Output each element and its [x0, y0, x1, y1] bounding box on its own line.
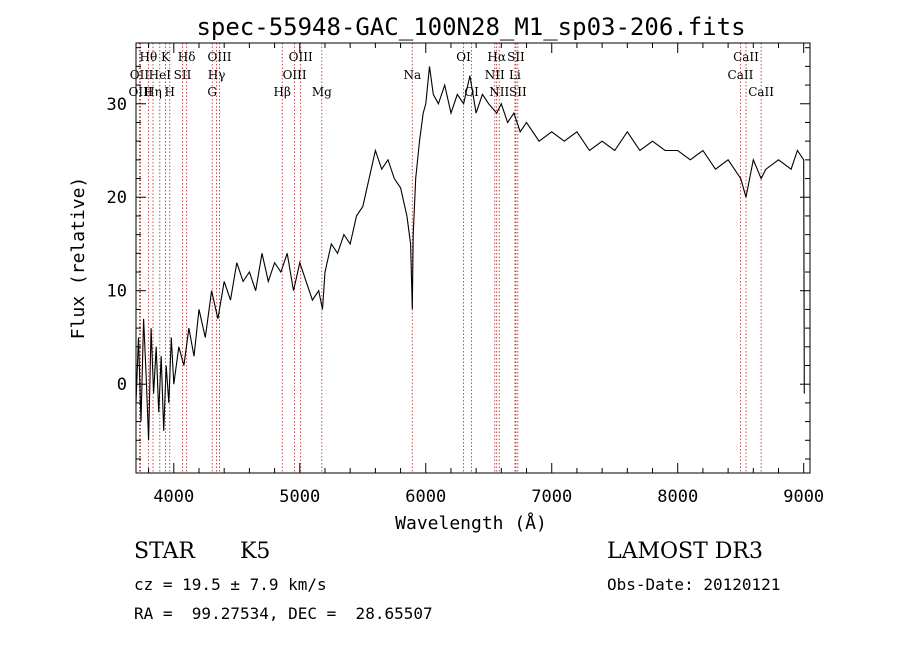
x-tick-label: 4000 [153, 487, 194, 507]
sky-coordinates: RA = 99.27534, DEC = 28.65507 [134, 604, 433, 623]
spectral-line-label: OII [130, 68, 150, 82]
spectral-line-label: NII [485, 68, 505, 82]
spectral-line-label: Hη [144, 85, 162, 99]
x-tick-label: 7000 [531, 487, 572, 507]
x-tick-label: 9000 [783, 487, 824, 507]
x-tick-label: 8000 [657, 487, 698, 507]
spectral-line-label: CaII [733, 50, 759, 64]
spectral-line-markers [139, 43, 762, 473]
y-axis-label: Flux (relative) [68, 177, 89, 340]
spectral-line-label: CaII [748, 85, 774, 99]
spectral-line-label: Hβ [274, 85, 291, 99]
spectral-line-label: Hγ [208, 68, 226, 82]
spectral-line-label: SII [509, 85, 527, 99]
spectral-line-label: OIII [129, 85, 153, 99]
spectral-line-label: K [161, 50, 171, 64]
x-tick-label: 5000 [279, 487, 320, 507]
object-subclass: K5 [240, 539, 271, 564]
spectrum-chart: spec-55948-GAC_100N28_M1_sp03-206.fits H… [68, 13, 824, 534]
spectral-line-label: SII [507, 50, 525, 64]
x-tick-label: 6000 [405, 487, 446, 507]
spectral-line-label: G [207, 85, 217, 99]
y-axis-ticks: 0 10 20 30 [107, 47, 810, 460]
spectral-line-label: OI [464, 85, 479, 99]
spectral-line-label: Li [509, 68, 521, 82]
chart-title: spec-55948-GAC_100N28_M1_sp03-206.fits [196, 13, 745, 41]
spectral-line-label: Hδ [178, 50, 196, 64]
spectral-line-label: CaII [728, 68, 754, 82]
spectral-line-label: Mg [312, 85, 332, 99]
object-class: STAR [134, 539, 195, 564]
flux-series-line [135, 66, 805, 441]
spectral-line-label: Hα [487, 50, 506, 64]
spectral-line-label: Na [403, 68, 421, 82]
spectral-line-label: OI [456, 50, 471, 64]
y-tick-label: 30 [107, 95, 127, 115]
y-tick-label: 0 [117, 375, 127, 395]
y-tick-label: 10 [107, 282, 127, 302]
spectral-line-label: NII [489, 85, 509, 99]
spectral-line-label: H [165, 85, 175, 99]
spectral-line-label: HeI [149, 68, 172, 82]
y-tick-label: 20 [107, 188, 127, 208]
redshift-velocity: cz = 19.5 ± 7.9 km/s [134, 575, 327, 594]
spectral-line-label: Hθ [139, 50, 157, 64]
spectral-line-label: OIII [207, 50, 231, 64]
spectral-line-label: OIII [289, 50, 313, 64]
spectral-line-labels: Hθ OII OIII K HeI Hη SII H Hδ OIII Hγ G OIII OIII Hβ Mg… [129, 50, 775, 99]
spectral-line-label: OIII [283, 68, 307, 82]
plot-frame [135, 42, 811, 474]
x-axis-ticks: 4000 5000 6000 7000 8000 9000 [148, 43, 824, 507]
spectral-line-label: SII [174, 68, 192, 82]
x-axis-label: Wavelength (Å) [395, 512, 547, 534]
survey-name: LAMOST DR3 [607, 539, 763, 564]
observation-date: Obs-Date: 20120121 [607, 575, 781, 594]
